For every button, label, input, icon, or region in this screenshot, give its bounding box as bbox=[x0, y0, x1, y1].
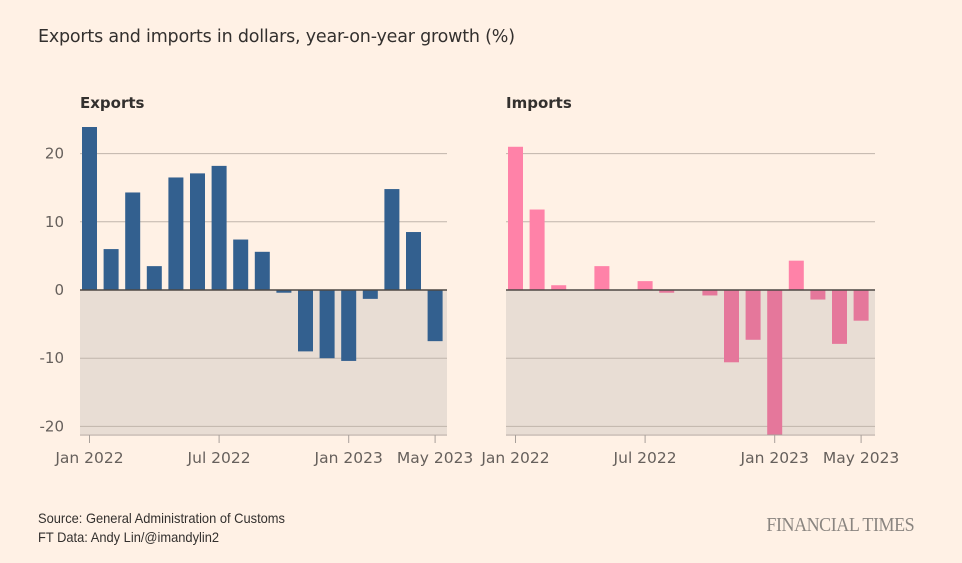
exports-bar bbox=[211, 165, 227, 290]
x-tick-label: Jul 2022 bbox=[613, 449, 677, 467]
imports-bar bbox=[767, 290, 783, 435]
exports-bar bbox=[146, 266, 162, 290]
exports-bar bbox=[103, 249, 119, 290]
x-tick-label: Jul 2022 bbox=[187, 449, 251, 467]
y-tick-label: -10 bbox=[40, 349, 65, 367]
exports-bar bbox=[254, 251, 270, 290]
negative-area-band bbox=[80, 290, 447, 434]
x-tick-label: Jan 2022 bbox=[480, 449, 549, 467]
exports-bar bbox=[276, 290, 292, 293]
exports-bar bbox=[427, 290, 443, 342]
imports-panel-title: Imports bbox=[506, 94, 572, 112]
exports-bar bbox=[168, 177, 184, 290]
y-tick-label: 10 bbox=[45, 213, 64, 231]
exports-bar bbox=[125, 192, 141, 290]
imports-bar bbox=[788, 260, 804, 290]
exports-bar bbox=[362, 290, 378, 299]
imports-bar bbox=[724, 290, 739, 363]
x-tick-label: Jan 2022 bbox=[54, 449, 123, 467]
imports-panel: Imports Jan 2022 Jul 2022 Jan 2023 May 2023 bbox=[480, 94, 899, 467]
source-text: Source: General Administration of Custom… bbox=[38, 510, 285, 526]
exports-bar bbox=[384, 189, 400, 290]
x-tick-label: May 2023 bbox=[823, 449, 899, 467]
exports-bar bbox=[190, 173, 205, 290]
exports-bar bbox=[233, 239, 249, 290]
chart-title: Exports and imports in dollars, year-on-… bbox=[38, 27, 515, 47]
imports-bar bbox=[508, 146, 523, 290]
negative-area-band bbox=[506, 290, 875, 434]
imports-bar bbox=[745, 290, 761, 340]
imports-bar bbox=[594, 266, 610, 290]
ft-logo: FINANCIAL TIMES bbox=[766, 514, 914, 536]
y-tick-label: -20 bbox=[40, 417, 65, 435]
exports-panel: Exports 20 10 0 -10 -20 Jan 2022 Jul 2022 Jan 20… bbox=[40, 94, 474, 467]
y-tick-label: 0 bbox=[54, 281, 64, 299]
exports-bar bbox=[341, 290, 357, 361]
imports-bar bbox=[529, 209, 545, 290]
x-tick-label: Jan 2023 bbox=[740, 449, 809, 467]
imports-bar bbox=[702, 290, 718, 296]
imports-bar bbox=[637, 281, 653, 290]
imports-bar bbox=[853, 290, 869, 321]
exports-bar bbox=[82, 127, 97, 290]
exports-panel-title: Exports bbox=[80, 94, 145, 112]
exports-bar bbox=[406, 232, 421, 290]
exports-bar bbox=[298, 290, 313, 352]
imports-bar bbox=[810, 290, 826, 300]
imports-bar bbox=[551, 285, 567, 290]
imports-bar bbox=[659, 290, 675, 293]
x-tick-label: Jan 2023 bbox=[314, 449, 383, 467]
x-tick-label: May 2023 bbox=[397, 449, 473, 467]
exports-bar bbox=[319, 290, 335, 359]
y-tick-label: 20 bbox=[45, 145, 64, 163]
imports-bar bbox=[832, 290, 847, 344]
credit-text: FT Data: Andy Lin/@imandylin2 bbox=[38, 529, 220, 545]
source-note: Source: General Administration of Custom… bbox=[38, 509, 285, 547]
